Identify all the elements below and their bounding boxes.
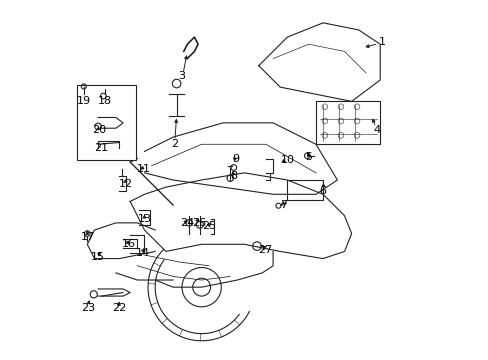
Text: 20: 20	[92, 125, 105, 135]
Text: 13: 13	[137, 214, 151, 224]
Text: 21: 21	[94, 143, 108, 153]
Text: 25: 25	[202, 221, 215, 231]
Text: 8: 8	[230, 171, 237, 181]
Text: 18: 18	[98, 96, 112, 107]
Text: 16: 16	[121, 239, 135, 249]
Bar	[287, 180, 323, 200]
Text: 17: 17	[81, 232, 95, 242]
Text: 19: 19	[77, 96, 91, 107]
Text: 22: 22	[111, 303, 125, 313]
Text: 27: 27	[258, 245, 272, 255]
Text: 2: 2	[171, 139, 178, 149]
Text: 3: 3	[178, 71, 185, 81]
Text: 26: 26	[191, 218, 205, 228]
Text: 5: 5	[305, 152, 312, 162]
Text: 4: 4	[372, 125, 380, 135]
Text: 7: 7	[280, 200, 287, 210]
Text: 24: 24	[180, 218, 194, 228]
Bar	[77, 85, 135, 160]
Text: 14: 14	[135, 248, 149, 258]
Text: 12: 12	[119, 179, 133, 189]
Text: 10: 10	[280, 156, 294, 165]
Text: 9: 9	[232, 154, 239, 163]
Text: 11: 11	[137, 164, 150, 174]
Text: 1: 1	[378, 37, 385, 48]
Text: 15: 15	[91, 252, 105, 262]
Text: 6: 6	[319, 186, 326, 196]
Bar	[315, 102, 380, 144]
Text: 23: 23	[81, 303, 95, 313]
